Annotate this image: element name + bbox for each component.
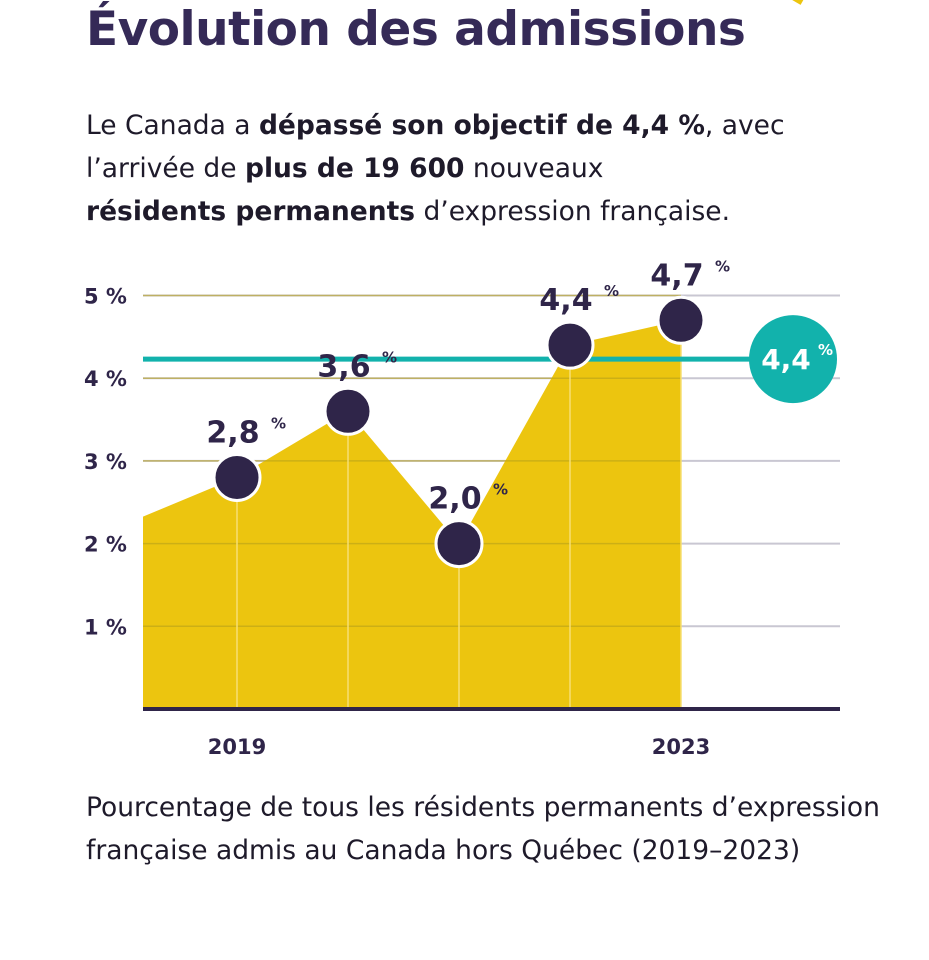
intro-part: d’expression française. — [415, 196, 731, 227]
y-tick-label: 5 % — [84, 285, 127, 309]
data-point — [656, 295, 706, 345]
data-label: 4,4 — [539, 283, 592, 318]
intro-text: Le Canada a dépassé son objectif de 4,4 … — [86, 104, 886, 233]
y-tick-label: 4 % — [84, 367, 127, 391]
area-fill — [143, 320, 681, 709]
y-tick-label: 1 % — [84, 615, 127, 639]
data-label-unit: % — [382, 348, 397, 366]
x-tick-label: 2019 — [208, 735, 266, 759]
chart-caption: Pourcentage de tous les résidents perman… — [86, 792, 880, 866]
data-label: 2,8 — [206, 415, 259, 450]
target-badge — [749, 315, 837, 404]
data-point — [323, 386, 373, 436]
intro-bold: dépassé son objectif de 4,4 % — [258, 110, 705, 141]
data-point — [212, 452, 262, 502]
intro-bold: plus de 19 600 — [244, 153, 465, 184]
intro-part: Le Canada a — [86, 110, 259, 141]
data-label: 3,6 — [317, 349, 370, 384]
y-tick-label: 2 % — [84, 533, 127, 557]
data-point — [545, 320, 595, 370]
data-label: 4,7 — [650, 258, 703, 293]
intro-part: nouveaux — [464, 153, 604, 184]
intro-bold: résidents permanents — [86, 196, 416, 227]
target-label: 4,4 — [761, 343, 811, 376]
intro-part: , avec l’arrivée de — [86, 110, 785, 184]
data-label-unit: % — [715, 257, 730, 275]
y-tick-label: 3 % — [84, 450, 127, 474]
page-title: Évolution des admissions — [86, 2, 746, 57]
data-label-unit: % — [604, 282, 619, 300]
data-label: 2,0 — [428, 482, 481, 517]
x-tick-label: 2023 — [652, 735, 710, 759]
data-point — [434, 519, 484, 569]
target-label-unit: % — [818, 341, 833, 359]
data-label-unit: % — [271, 414, 286, 432]
data-label-unit: % — [493, 481, 508, 499]
